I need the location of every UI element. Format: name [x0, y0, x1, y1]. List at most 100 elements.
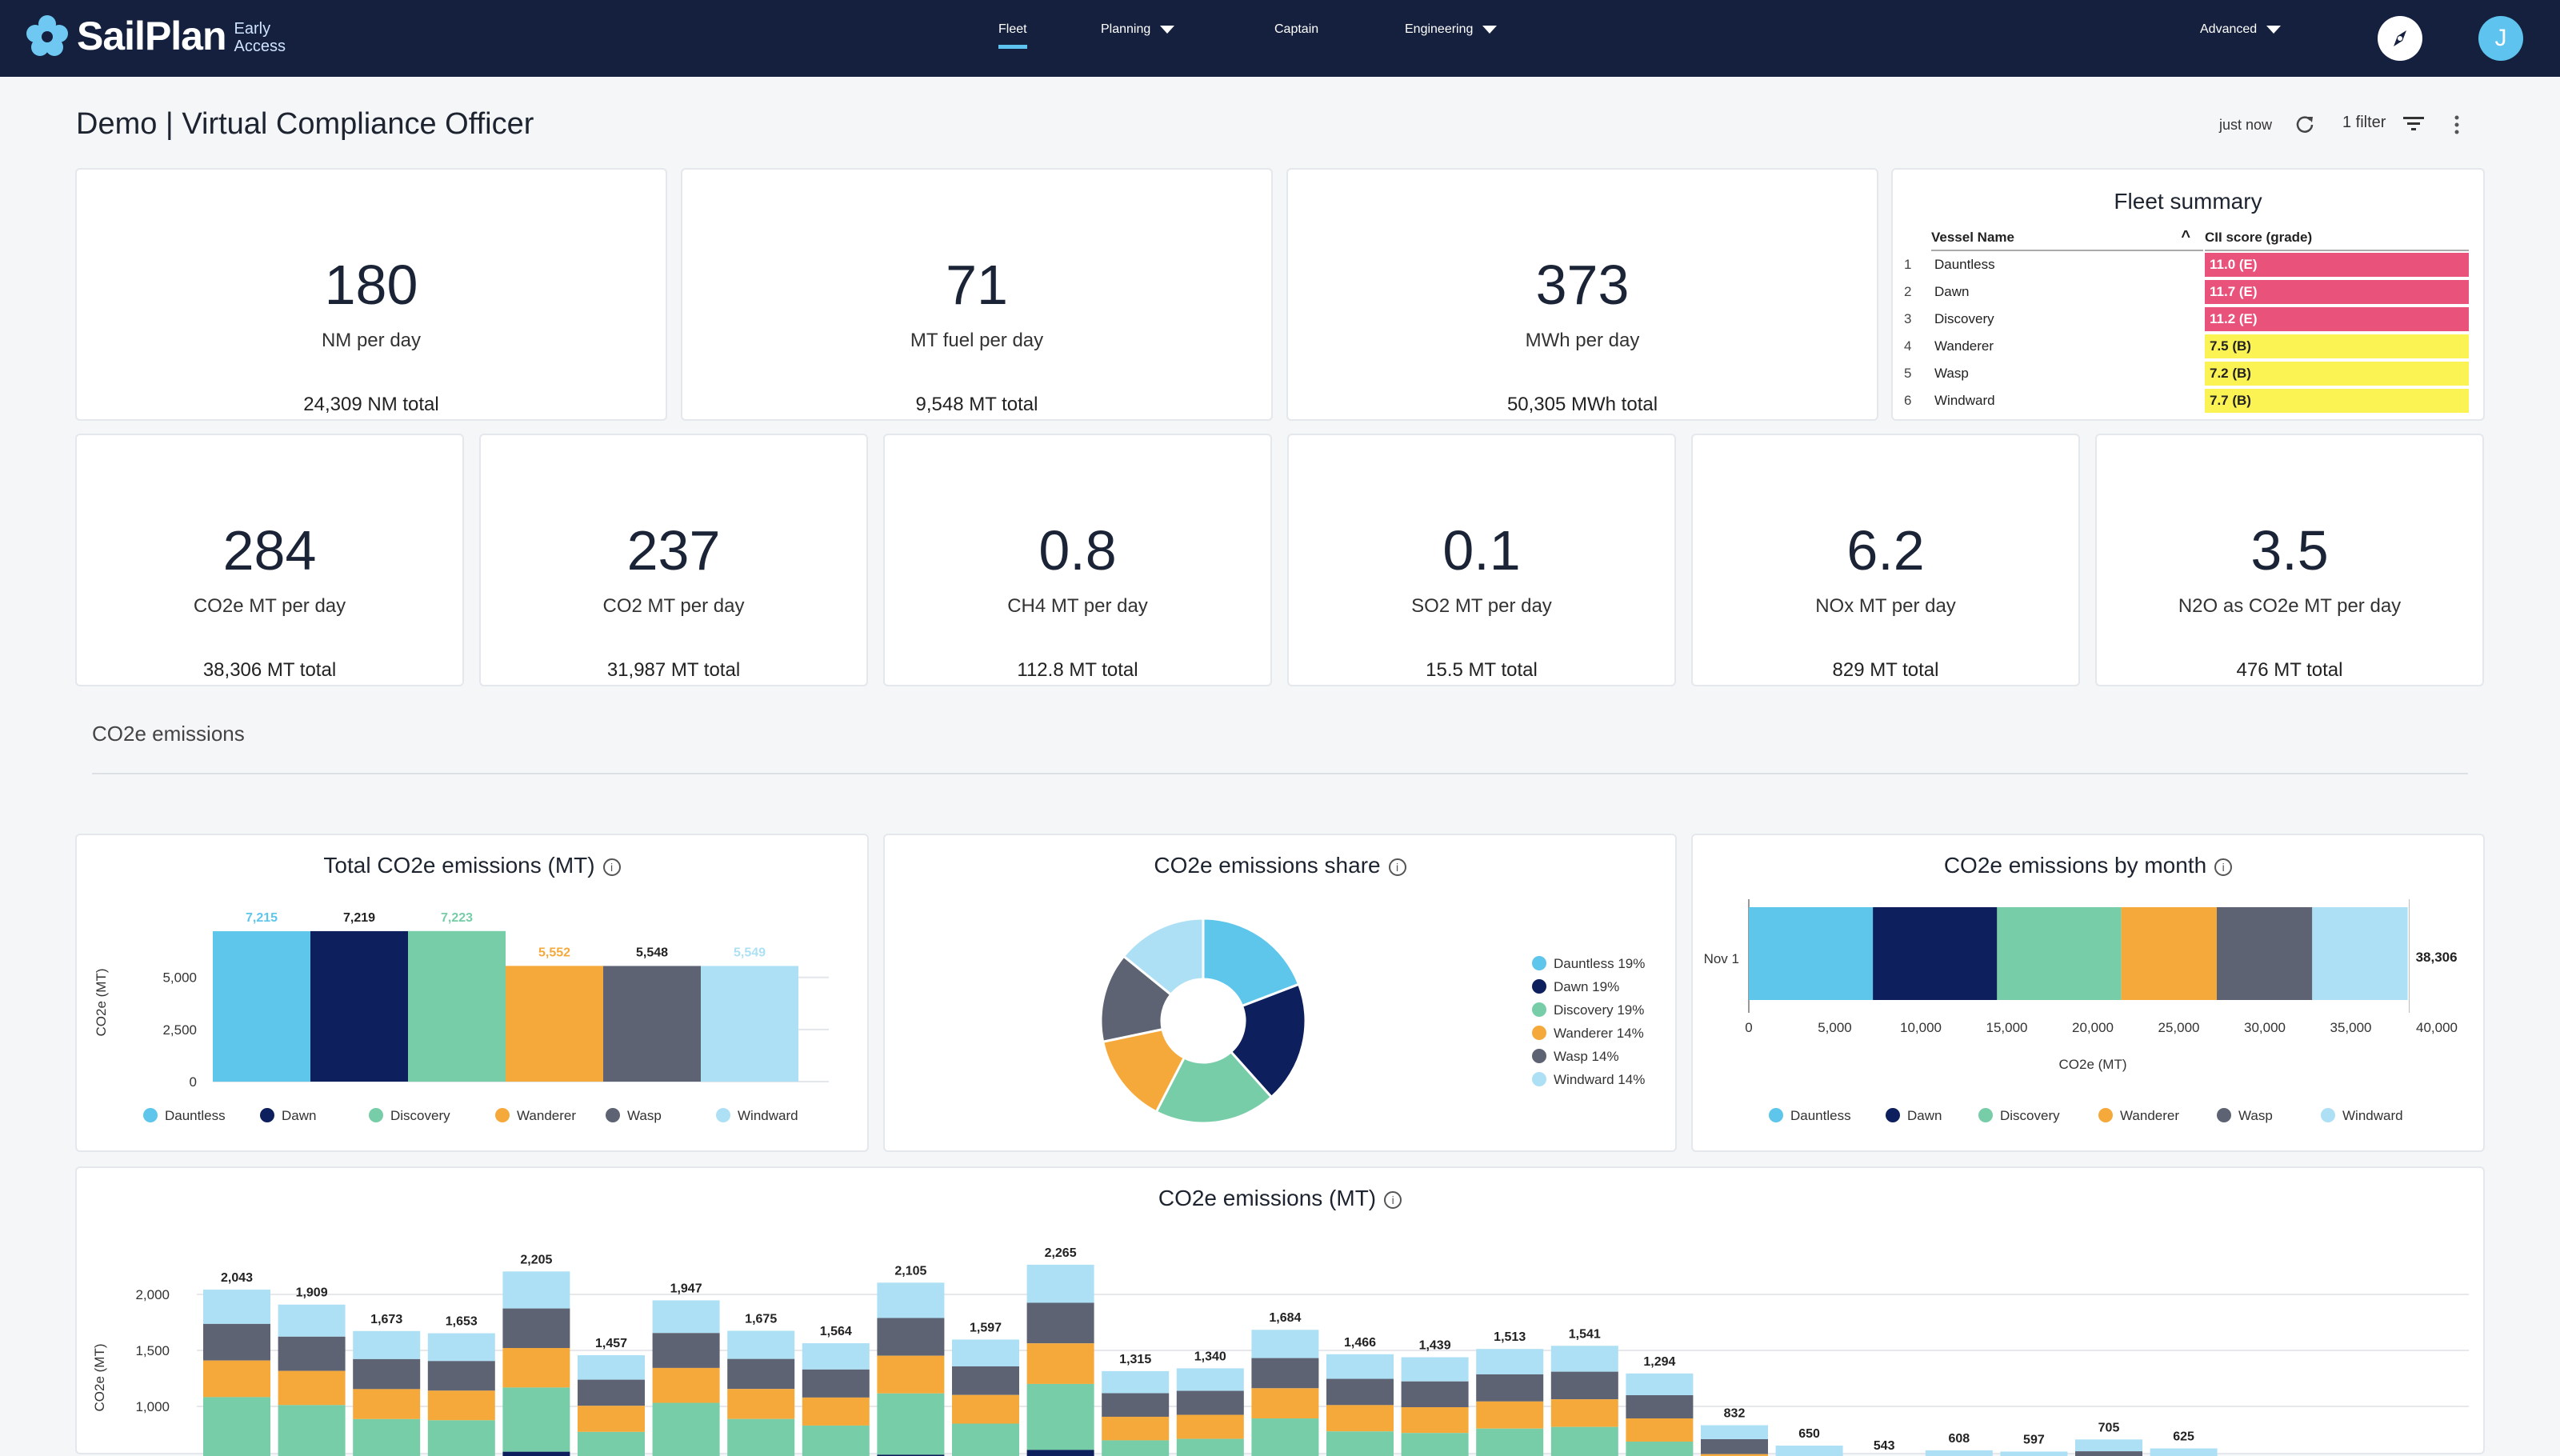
badge-line-2: Access: [234, 38, 286, 55]
segment-wanderer: [1402, 1407, 1469, 1433]
filter-button[interactable]: 1 filter: [2342, 114, 2386, 132]
segment-discovery: [1251, 1418, 1318, 1456]
bar-total-label: 543: [1874, 1439, 1895, 1453]
y-tick-label: 2,000: [135, 1287, 170, 1302]
nav-planning-label: Planning: [1101, 22, 1150, 37]
col-header-cii-score[interactable]: CII score (grade): [2205, 224, 2469, 251]
compass-button[interactable]: [2378, 16, 2422, 61]
segment-wasp: [1476, 1374, 1543, 1402]
data-label: 7,219: [343, 911, 375, 925]
kpi-label: NOx MT per day: [1693, 595, 2078, 618]
kpi-label: CO2 MT per day: [481, 595, 866, 618]
user-avatar[interactable]: J: [2478, 16, 2523, 61]
bar-total-label: 705: [2098, 1421, 2120, 1434]
segment-wanderer: [1102, 1417, 1169, 1440]
bar-total-label: 1,673: [370, 1313, 402, 1326]
segment-wasp: [2075, 1451, 2142, 1456]
bar-total-label: 1,675: [745, 1313, 777, 1326]
nav-fleet[interactable]: Fleet: [998, 22, 1027, 49]
y-tick-label: 0: [190, 1074, 197, 1090]
filter-icon[interactable]: [2403, 115, 2424, 133]
segment-windward: [502, 1271, 570, 1308]
segment-wanderer: [1251, 1388, 1318, 1418]
segment-wasp: [578, 1380, 645, 1406]
nav-engineering[interactable]: Engineering: [1405, 22, 1497, 37]
segment-wanderer: [502, 1348, 570, 1387]
legend-swatch: [716, 1108, 730, 1122]
segment-wasp: [1102, 1394, 1169, 1417]
legend-label: Dauntless: [1790, 1108, 1851, 1123]
bar-total-label: 1,947: [670, 1282, 702, 1295]
segment-windward: [952, 1339, 1019, 1366]
advanced-label: Advanced: [2200, 22, 2257, 37]
legend-label: Wanderer: [2120, 1108, 2179, 1123]
cii-score-cell: 7.2 (B): [2205, 362, 2469, 386]
x-tick-label: 10,000: [1900, 1020, 1942, 1035]
vessel-name: Discovery: [1934, 306, 2198, 333]
y-axis-label: CO2e (MT): [94, 969, 109, 1037]
bar-windward: [701, 966, 798, 1082]
segment-discovery: [353, 1419, 420, 1456]
bar-total-label: 1,340: [1194, 1350, 1226, 1363]
bar-total-label: 2,265: [1045, 1246, 1077, 1260]
legend-swatch: [1532, 979, 1546, 994]
refresh-icon[interactable]: [2294, 114, 2315, 134]
more-options-icon[interactable]: [2453, 114, 2461, 136]
segment-wanderer: [1551, 1399, 1618, 1427]
segment-wasp: [428, 1361, 495, 1390]
legend-swatch: [1532, 956, 1546, 970]
row-index: 1: [1904, 251, 1923, 278]
row-index: 6: [1904, 387, 1923, 414]
nav-fleet-label: Fleet: [998, 22, 1027, 37]
segment-wanderer: [278, 1371, 346, 1406]
advanced-menu[interactable]: Advanced: [2200, 22, 2281, 37]
kpi-total: 829 MT total: [1693, 659, 2078, 682]
data-label: 7,223: [441, 911, 473, 925]
legend-label: Wasp: [2238, 1108, 2273, 1123]
badge-line-1: Early: [234, 20, 271, 38]
kpi-label: CO2e MT per day: [77, 595, 462, 618]
segment-wasp: [1251, 1358, 1318, 1389]
kpi-card-distance: 180 NM per day 24,309 NM total: [75, 168, 667, 421]
kpi-value: 284: [77, 518, 462, 582]
bar-total-label: 1,457: [595, 1337, 627, 1350]
section-label: CO2e emissions: [92, 722, 245, 746]
segment-windward: [1326, 1354, 1394, 1379]
cii-score-cell: 7.7 (B): [2205, 389, 2469, 413]
segment-windward: [578, 1355, 645, 1380]
kpi-value: 237: [481, 518, 866, 582]
legend-label: Dawn: [282, 1108, 316, 1123]
segment-windward: [428, 1334, 495, 1362]
col-header-vessel-name[interactable]: Vessel Name^: [1931, 224, 2203, 251]
sort-asc-icon[interactable]: ^: [2181, 223, 2190, 250]
kpi-value: 3.5: [2097, 518, 2482, 582]
x-tick-label: 0: [1745, 1020, 1752, 1035]
legend-label: Windward 14%: [1554, 1072, 1645, 1087]
kpi-label: NM per day: [77, 330, 666, 352]
row-index: 3: [1904, 306, 1923, 333]
kpi-total: 112.8 MT total: [885, 659, 1270, 682]
segment-windward: [2075, 1439, 2142, 1451]
nav-planning[interactable]: Planning: [1101, 22, 1174, 37]
nav-captain[interactable]: Captain: [1274, 22, 1318, 37]
segment-wanderer: [952, 1395, 1019, 1424]
x-axis-label: CO2e (MT): [2059, 1057, 2127, 1072]
category-label: Nov 1: [1704, 951, 1739, 966]
data-label: 5,549: [734, 946, 766, 959]
y-tick-label: 2,500: [162, 1022, 197, 1038]
data-label: 5,552: [538, 946, 570, 959]
y-tick-label: 5,000: [162, 970, 197, 986]
y-tick-label: 1,000: [135, 1399, 170, 1414]
segment-wasp: [1402, 1382, 1469, 1407]
kpi-total: 38,306 MT total: [77, 659, 462, 682]
bar-total-label: 1,909: [296, 1286, 328, 1300]
bar-discovery: [408, 931, 506, 1082]
segment-windward: [1551, 1346, 1618, 1371]
segment-wanderer: [1027, 1343, 1094, 1384]
segment-discovery: [1626, 1442, 1693, 1456]
bar-dawn: [310, 931, 408, 1082]
